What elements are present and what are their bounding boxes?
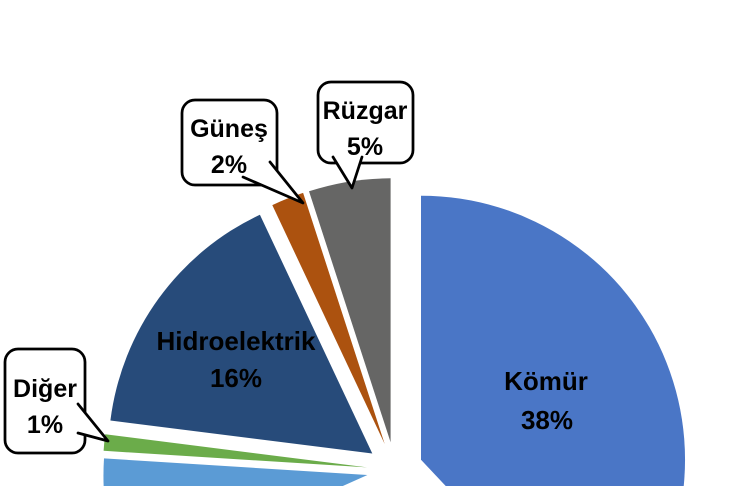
pie-slice-hidroelektrik bbox=[110, 214, 373, 454]
pie-slice-unlabeled-light-blue bbox=[103, 458, 368, 486]
callout-ruzgar-box bbox=[316, 80, 415, 165]
pie-slices bbox=[103, 178, 686, 486]
callout-gunes: Güneş 2% bbox=[180, 98, 305, 205]
callout-ruzgar-tail bbox=[331, 155, 364, 190]
pie-slice-komur bbox=[421, 195, 686, 486]
callout-diger-tail bbox=[76, 402, 110, 443]
slice-label-komur-name: Kömür bbox=[504, 366, 588, 396]
slice-label-komur-pct: 38% bbox=[521, 405, 573, 435]
pie-slice-diger bbox=[103, 434, 368, 468]
slice-label-hidroelektrik: Hidroelektrik 16% bbox=[157, 326, 316, 393]
pie-slice-ruzgar bbox=[309, 178, 391, 443]
slice-label-hidroelektrik-name: Hidroelektrik bbox=[157, 326, 316, 356]
callout-ruzgar: Rüzgar 5% bbox=[316, 80, 415, 190]
callout-diger-name: Diğer bbox=[13, 375, 77, 403]
callout-gunes-box bbox=[180, 98, 279, 187]
callout-gunes-tail bbox=[241, 160, 305, 205]
pie-slice-gunes bbox=[272, 192, 385, 444]
callout-diger-pct: 1% bbox=[27, 411, 63, 439]
callout-diger-box bbox=[3, 347, 87, 455]
callout-ruzgar-pct: 5% bbox=[347, 133, 383, 161]
callout-diger: Diğer 1% bbox=[3, 347, 110, 455]
callout-gunes-pct: 2% bbox=[211, 151, 247, 179]
slice-label-hidroelektrik-pct: 16% bbox=[210, 363, 262, 393]
slice-label-komur: Kömür 38% bbox=[504, 366, 588, 435]
callout-gunes-name: Güneş bbox=[190, 115, 268, 143]
callout-ruzgar-name: Rüzgar bbox=[323, 97, 408, 125]
